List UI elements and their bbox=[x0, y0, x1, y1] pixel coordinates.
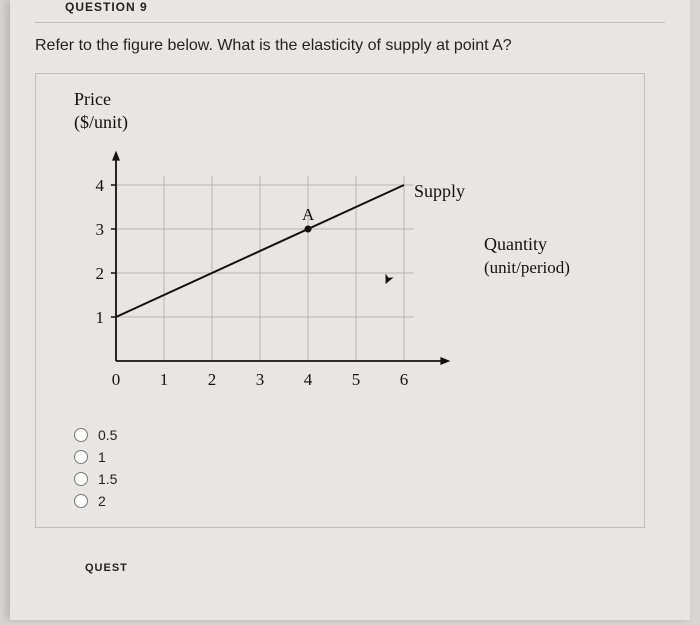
supply-label: Supply bbox=[414, 181, 465, 202]
figure-box: Price ($/unit) 12340123456 Supply A ➤ Qu… bbox=[35, 73, 645, 528]
y-axis-title-line2: ($/unit) bbox=[74, 112, 128, 132]
svg-text:4: 4 bbox=[96, 176, 105, 195]
option-3[interactable]: 2 bbox=[74, 493, 626, 509]
option-1-radio[interactable] bbox=[74, 450, 88, 464]
svg-text:5: 5 bbox=[352, 370, 361, 389]
question-number: QUESTION 9 bbox=[35, 0, 665, 22]
chart: 12340123456 Supply A ➤ bbox=[54, 141, 474, 411]
point-a-label: A bbox=[302, 205, 314, 225]
svg-text:1: 1 bbox=[96, 308, 105, 327]
question-text: Refer to the figure below. What is the e… bbox=[35, 37, 665, 55]
y-axis-title: Price ($/unit) bbox=[74, 88, 626, 133]
option-2-label: 1.5 bbox=[98, 471, 117, 487]
option-0-radio[interactable] bbox=[74, 428, 88, 442]
svg-text:4: 4 bbox=[304, 370, 313, 389]
x-axis-title: Quantity (unit/period) bbox=[484, 233, 570, 278]
svg-text:6: 6 bbox=[400, 370, 409, 389]
option-2-radio[interactable] bbox=[74, 472, 88, 486]
answer-options: 0.5 1 1.5 2 bbox=[74, 427, 626, 509]
svg-text:1: 1 bbox=[160, 370, 169, 389]
svg-text:3: 3 bbox=[96, 220, 105, 239]
x-axis-title-line2: (unit/period) bbox=[484, 258, 570, 277]
option-1[interactable]: 1 bbox=[74, 449, 626, 465]
y-axis-title-line1: Price bbox=[74, 89, 111, 109]
x-axis-title-line1: Quantity bbox=[484, 234, 547, 254]
option-3-radio[interactable] bbox=[74, 494, 88, 508]
svg-text:0: 0 bbox=[112, 370, 121, 389]
option-2[interactable]: 1.5 bbox=[74, 471, 626, 487]
divider bbox=[35, 22, 665, 23]
chart-svg: 1 2 3 4 0 1 2 3 4 5 6 bbox=[54, 141, 474, 411]
svg-text:3: 3 bbox=[256, 370, 265, 389]
svg-text:2: 2 bbox=[96, 264, 105, 283]
option-3-label: 2 bbox=[98, 493, 106, 509]
footer-fragment: QUEST bbox=[85, 562, 665, 574]
option-0-label: 0.5 bbox=[98, 427, 117, 443]
svg-text:2: 2 bbox=[208, 370, 217, 389]
option-0[interactable]: 0.5 bbox=[74, 427, 626, 443]
option-1-label: 1 bbox=[98, 449, 106, 465]
